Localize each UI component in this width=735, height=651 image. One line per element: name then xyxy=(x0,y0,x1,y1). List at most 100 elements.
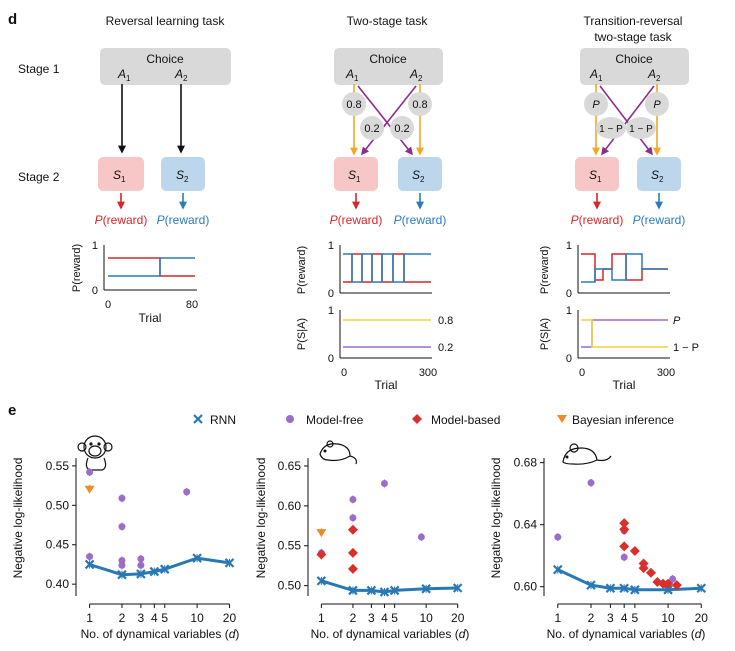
rnn-point xyxy=(136,569,146,579)
x-tick-label: 1 xyxy=(86,611,93,625)
state2-label: S2 xyxy=(412,168,425,184)
series-model-free xyxy=(317,479,425,557)
x-tick-label: 4 xyxy=(381,611,388,625)
x-tick-label: 2 xyxy=(350,611,357,625)
y-tick-label: 0.50 xyxy=(278,579,302,593)
two-stage-reward-plot: 1 0 P(reward) xyxy=(296,240,432,300)
prob-label: 1 − P xyxy=(599,124,623,135)
state2-box xyxy=(398,157,442,191)
tick-label: 1 xyxy=(566,240,572,252)
stage1-label: Stage 1 xyxy=(18,62,60,76)
legend-item-model-free: Model-free xyxy=(286,413,364,427)
x-tick-label: 1 xyxy=(554,611,561,625)
state1-label: S1 xyxy=(348,168,361,184)
choice-box xyxy=(334,48,443,85)
action1-label: A1 xyxy=(589,67,603,83)
y-tick-label: 0.55 xyxy=(278,539,302,553)
reward-line-s2 xyxy=(581,253,668,283)
y-axis-label: P(reward) xyxy=(296,246,308,294)
y-tick-label: 0.60 xyxy=(278,499,302,513)
x-axis-label: No. of dynamical variables (d) xyxy=(547,627,706,641)
y-tick-label: 0.45 xyxy=(46,538,70,552)
tick-label: 0 xyxy=(92,285,98,297)
rnn-point xyxy=(553,564,563,575)
tick-label: 1 xyxy=(92,240,98,252)
arrow-rare-a1 xyxy=(599,85,653,156)
rnn-line xyxy=(89,556,230,577)
prob-bubble xyxy=(645,92,669,116)
bayesian-point xyxy=(84,485,95,494)
prob-bubble xyxy=(626,117,656,139)
y-tick-label: 0.40 xyxy=(46,577,70,591)
reward1-label: P(reward) xyxy=(95,213,148,227)
x-tick-label: 2 xyxy=(588,611,595,625)
x-axis-label: No. of dynamical variables (d) xyxy=(311,627,470,641)
y-axis-label: P(reward) xyxy=(71,244,83,292)
action1-label: A1 xyxy=(117,67,131,83)
legend-label: Bayesian inference xyxy=(572,413,674,427)
rnn-line xyxy=(320,579,458,594)
x-tick-label: 4 xyxy=(151,611,158,625)
prob-bubble xyxy=(360,116,384,140)
state1-label: S1 xyxy=(589,168,602,184)
series-rnn xyxy=(84,553,235,580)
reward2-label: P(reward) xyxy=(394,213,447,227)
model-free-point xyxy=(137,561,145,569)
model-free-point xyxy=(554,533,562,541)
reward2-label: P(reward) xyxy=(157,213,210,227)
model-based-point xyxy=(658,578,669,589)
rnn-marker-icon xyxy=(193,414,203,424)
arrow-rare-a2 xyxy=(601,85,655,156)
legend-label: Model-based xyxy=(431,413,500,427)
x-tick-label: 10 xyxy=(661,611,675,625)
tick-label: 1 xyxy=(328,240,334,252)
line-label: 0.2 xyxy=(438,342,453,354)
x-tick-label: 20 xyxy=(451,611,465,625)
rnn-point xyxy=(421,584,431,594)
arrow-rare-a1 xyxy=(357,85,413,156)
choice-label: Choice xyxy=(615,52,653,66)
prob-label: 0.8 xyxy=(412,99,427,111)
model-free-point xyxy=(587,479,595,487)
nll-chart-mouse: 0.60 0.64 0.68 1 2 3 4 5 10 20 xyxy=(514,456,709,625)
model-free-point xyxy=(349,495,357,503)
prob-bubble xyxy=(408,92,432,116)
state1-box xyxy=(334,157,378,191)
line-label: P xyxy=(673,315,681,327)
tick-label: 0 xyxy=(328,288,334,300)
tick-label: 0 xyxy=(341,367,347,379)
series-bayesian-inference xyxy=(84,484,95,494)
reward1-label: P(reward) xyxy=(571,213,624,227)
model-based-point xyxy=(629,546,640,557)
rnn-point xyxy=(117,569,127,580)
model-based-marker-icon xyxy=(412,414,422,424)
tick-label: 0 xyxy=(566,353,572,365)
y-axis-label: Negative log-likelihood xyxy=(254,458,268,579)
legend-item-bayesian: Bayesian inference xyxy=(557,413,674,427)
transition-reversal-diagram: Choice A1 A2 P P 1 − P 1 − P S1 S2 P(rew… xyxy=(571,48,689,227)
nll-chart-monkey: 0.40 0.45 0.50 0.55 1 2 3 4 5 10 20 xyxy=(46,458,236,625)
tick-label: 0 xyxy=(566,288,572,300)
task-title-transition-reversal-line2: two-stage task xyxy=(594,30,672,44)
model-free-point xyxy=(118,561,126,569)
transition-line-2 xyxy=(581,319,668,348)
mouse-icon xyxy=(562,443,612,465)
legend-item-rnn: RNN xyxy=(193,413,236,427)
series-rnn xyxy=(553,564,707,595)
tick-label: 0 xyxy=(328,353,334,365)
model-free-point xyxy=(86,553,94,561)
reward1-label: P(reward) xyxy=(330,213,383,227)
tick-label: 0 xyxy=(105,299,111,311)
action1-label: A1 xyxy=(345,67,359,83)
transition-reversal-transition-plot: 1 0 0 300 Trial P(S|A) P 1 − P xyxy=(539,305,699,392)
x-tick-label: 3 xyxy=(368,611,375,625)
legend: RNN Model-free Model-based Bayesian infe… xyxy=(193,413,674,427)
x-tick-label: 5 xyxy=(632,611,639,625)
model-free-point xyxy=(86,468,94,476)
task-title-reversal: Reversal learning task xyxy=(106,14,226,28)
choice-label: Choice xyxy=(146,52,184,66)
reward-line-s2 xyxy=(108,257,195,277)
prob-label: 0.8 xyxy=(346,99,361,111)
prob-bubble xyxy=(584,92,608,116)
